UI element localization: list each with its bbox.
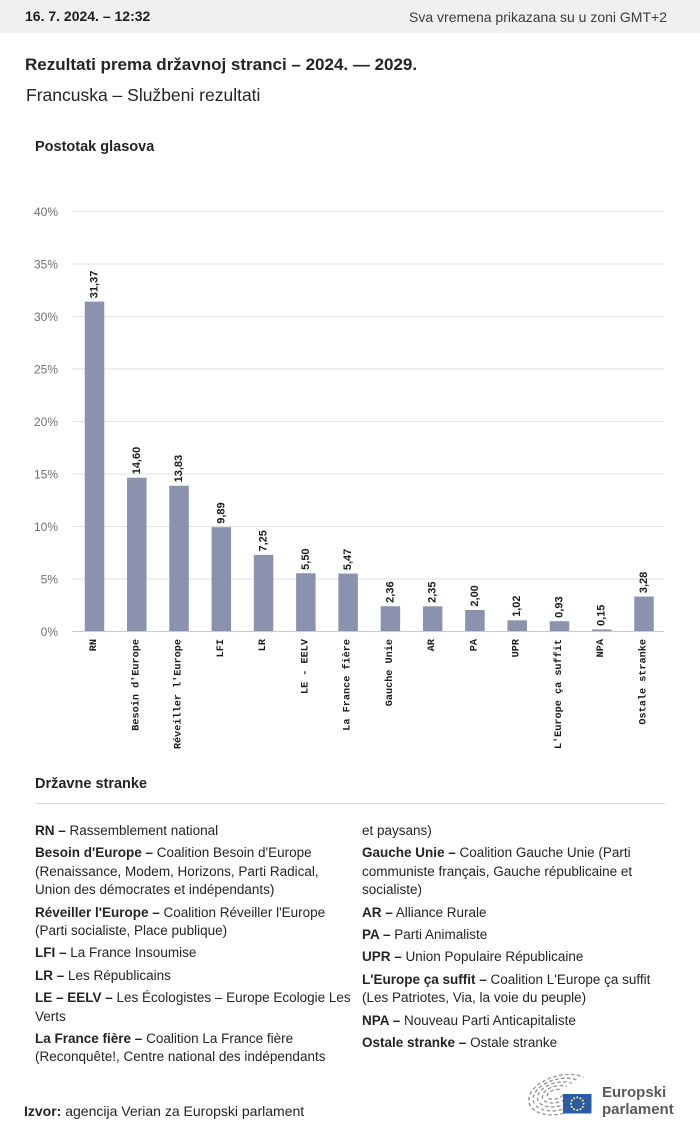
svg-text:3,28: 3,28 [638,572,650,593]
svg-text:Europski: Europski [602,1084,666,1101]
svg-text:30%: 30% [34,310,58,324]
svg-text:Besoin d'Europe: Besoin d'Europe [130,639,142,731]
svg-text:parlament: parlament [602,1101,674,1118]
svg-text:2,36: 2,36 [384,581,396,602]
svg-text:5,50: 5,50 [300,548,312,569]
svg-text:7,25: 7,25 [258,530,270,551]
svg-text:RN: RN [89,639,100,651]
svg-text:LR: LR [258,638,269,651]
svg-text:9,89: 9,89 [215,502,227,523]
svg-text:5,47: 5,47 [342,549,354,570]
svg-text:0,93: 0,93 [553,596,565,617]
svg-text:2,35: 2,35 [427,581,439,602]
svg-text:0%: 0% [41,625,59,639]
svg-text:13,83: 13,83 [173,455,185,483]
svg-text:35%: 35% [34,258,58,272]
svg-text:15%: 15% [34,468,58,482]
svg-text:La France fière: La France fière [342,639,354,731]
svg-text:2,00: 2,00 [469,585,481,606]
svg-text:1,02: 1,02 [511,595,523,616]
svg-text:PA: PA [469,638,480,651]
svg-text:0,15: 0,15 [596,605,608,626]
svg-text:NPA: NPA [596,638,607,657]
svg-text:20%: 20% [34,415,58,429]
svg-text:5%: 5% [41,573,59,587]
svg-text:14,60: 14,60 [131,447,143,475]
svg-text:Gauche Unie: Gauche Unie [384,639,396,706]
svg-text:25%: 25% [34,363,58,377]
svg-text:Ostale stranke: Ostale stranke [638,639,650,725]
svg-text:L'Europe ça suffit: L'Europe ça suffit [553,639,565,749]
svg-text:31,37: 31,37 [89,271,101,299]
svg-text:UPR: UPR [512,638,523,657]
svg-text:AR: AR [427,638,438,651]
svg-text:40%: 40% [34,205,58,219]
svg-text:10%: 10% [34,520,58,534]
svg-text:LE - EELV: LE - EELV [300,638,311,694]
svg-text:Réveiller l'Europe: Réveiller l'Europe [173,639,185,749]
svg-text:LFI: LFI [216,639,227,657]
